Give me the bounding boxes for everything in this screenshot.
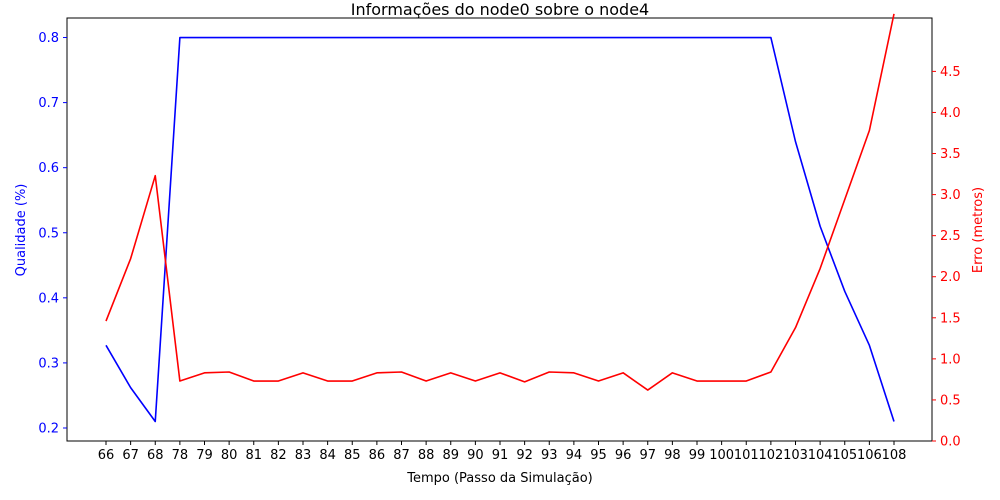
left-y-axis-label: Qualidade (%) (14, 184, 29, 277)
left-y-tick-label: 0.4 (38, 291, 59, 306)
x-axis: 66 67 68 78 79 80 81 82 83 84 85 86 87 88 89 90 91 92 93 94… (98, 441, 907, 463)
left-y-tick-label: 0.7 (38, 96, 59, 111)
plot-area (66, 17, 933, 442)
left-y-tick-label: 0.6 (38, 161, 59, 176)
x-tick-label: 102 (758, 448, 783, 463)
x-tick-label: 67 (122, 448, 139, 463)
right-y-tick-label: 2.0 (940, 270, 961, 285)
x-tick-label: 99 (689, 448, 706, 463)
series-layer (105, 13, 895, 423)
right-y-tick-label: 2.5 (940, 229, 961, 244)
x-tick-label: 84 (319, 448, 336, 463)
x-tick-label: 94 (566, 448, 583, 463)
right-y-tick-label: 0.0 (940, 435, 961, 450)
x-tick-label: 100 (709, 448, 734, 463)
right-y-tick-label: 3.5 (940, 147, 961, 162)
x-tick-label: 85 (344, 448, 361, 463)
x-tick-label: 83 (295, 448, 312, 463)
right-y-tick-label: 3.0 (940, 188, 961, 203)
right-y-axis: 0.0 0.5 1.0 1.5 2.0 2.5 3.0 3.5 4.0 4.5 (932, 65, 961, 450)
left-y-tick-label: 0.3 (38, 356, 59, 371)
right-y-tick-label: 4.0 (940, 106, 961, 121)
x-tick-label: 91 (492, 448, 509, 463)
x-tick-label: 103 (783, 448, 808, 463)
chart-title: Informações do node0 sobre o node4 (351, 0, 649, 19)
right-y-tick-label: 1.5 (940, 311, 961, 326)
x-tick-label: 97 (639, 448, 656, 463)
x-tick-label: 88 (418, 448, 435, 463)
left-y-axis: 0.2 0.3 0.4 0.5 0.6 0.7 0.8 (38, 31, 67, 436)
x-tick-label: 93 (541, 448, 558, 463)
x-tick-label: 104 (808, 448, 833, 463)
x-tick-label: 101 (734, 448, 759, 463)
erro-series-line (105, 13, 895, 391)
x-tick-label: 95 (590, 448, 607, 463)
x-tick-label: 90 (467, 448, 484, 463)
left-y-tick-label: 0.5 (38, 226, 59, 241)
x-tick-label: 79 (196, 448, 213, 463)
right-y-axis-label: Erro (metros) (971, 187, 986, 273)
x-tick-label: 87 (393, 448, 410, 463)
x-tick-label: 106 (857, 448, 882, 463)
right-y-tick-label: 0.5 (940, 393, 961, 408)
x-tick-label: 80 (221, 448, 238, 463)
qualidade-series-line (105, 36, 895, 423)
x-tick-label: 92 (516, 448, 533, 463)
left-y-tick-label: 0.8 (38, 31, 59, 46)
x-axis-label: Tempo (Passo da Simulação) (406, 471, 593, 486)
x-tick-label: 86 (369, 448, 386, 463)
x-tick-label: 81 (245, 448, 262, 463)
x-tick-label: 108 (882, 448, 907, 463)
x-tick-label: 96 (615, 448, 632, 463)
x-tick-label: 66 (98, 448, 115, 463)
left-y-tick-label: 0.2 (38, 421, 59, 436)
right-y-tick-label: 1.0 (940, 352, 961, 367)
x-tick-label: 82 (270, 448, 287, 463)
x-tick-label: 78 (172, 448, 189, 463)
x-tick-label: 68 (147, 448, 164, 463)
x-tick-label: 89 (442, 448, 459, 463)
x-tick-label: 105 (832, 448, 857, 463)
right-y-tick-label: 4.5 (940, 65, 961, 80)
x-tick-label: 98 (664, 448, 681, 463)
